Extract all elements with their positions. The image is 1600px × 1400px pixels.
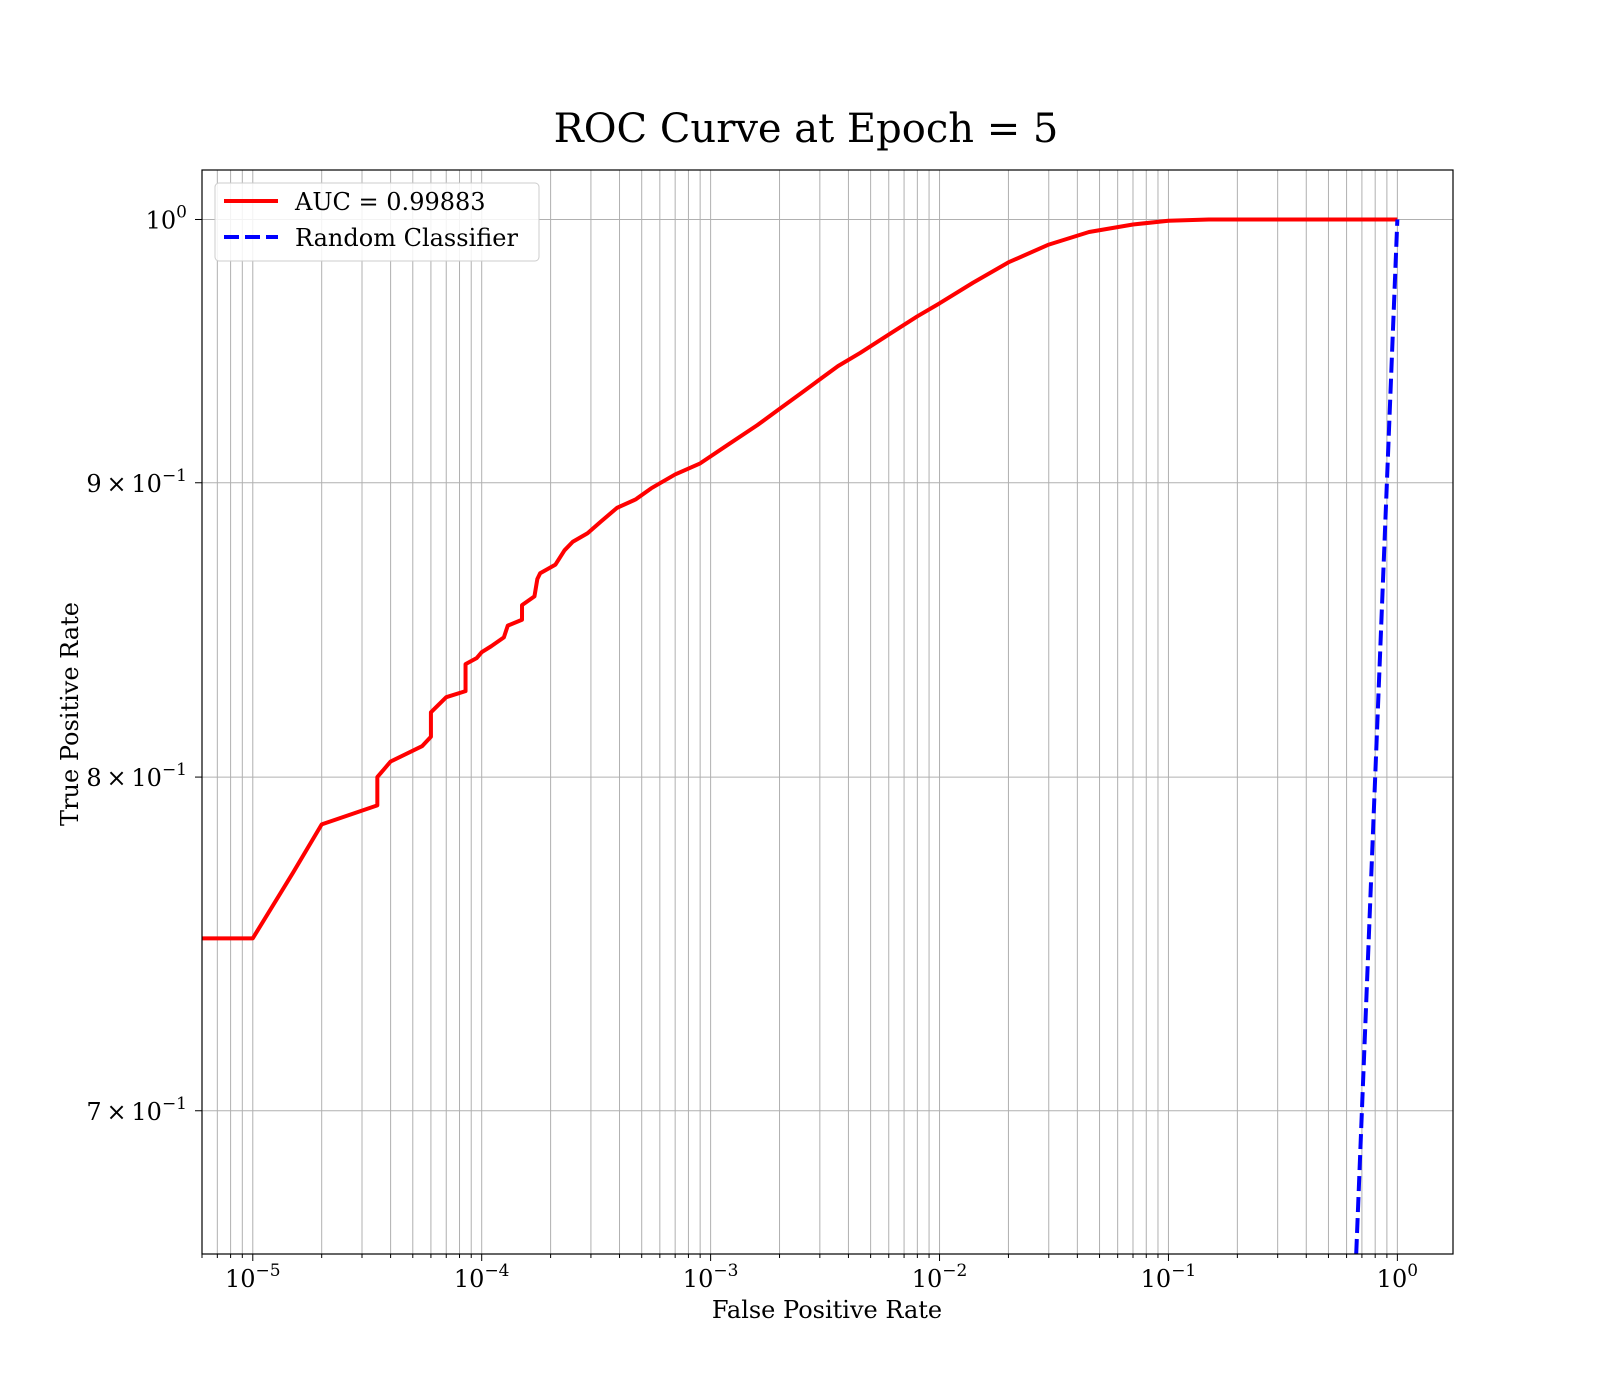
legend-label-auc: AUC = 0.99883 <box>294 188 486 216</box>
tick-marks: 10−5 10−4 10−3 10−2 10−1 100 7 × 10−1 8 × 10−1 9… <box>86 202 1418 1293</box>
legend-box <box>214 182 540 262</box>
x-tick-label: 10−3 <box>683 1261 739 1293</box>
y-tick-label: 7 × 10−1 <box>86 1094 187 1126</box>
x-tick-label: 10−4 <box>454 1261 510 1293</box>
plot-frame <box>201 169 1454 1255</box>
x-tick-label: 10−1 <box>1141 1261 1197 1293</box>
legend-label-random-classifier: Random Classifier <box>295 224 518 252</box>
series-line-roc-curve <box>202 217 1398 941</box>
y-tick-label: 100 <box>146 202 187 234</box>
x-tick-label: 10−5 <box>225 1261 281 1293</box>
series-line-random-classifier <box>1354 219 1400 1254</box>
y-tick-label: 9 × 10−1 <box>86 466 187 498</box>
grid-lines <box>201 170 1453 1254</box>
plot-area <box>202 217 1400 1254</box>
x-axis-label: False Positive Rate <box>712 1296 942 1324</box>
chart-title: ROC Curve at Epoch = 5 <box>554 106 1059 152</box>
legend: AUC = 0.99883 Random Classifier <box>214 182 540 262</box>
x-tick-label: 100 <box>1377 1261 1418 1293</box>
y-tick-label: 8 × 10−1 <box>86 760 187 792</box>
y-axis-label: True Positive Rate <box>56 602 84 826</box>
x-tick-label: 10−2 <box>912 1261 968 1293</box>
